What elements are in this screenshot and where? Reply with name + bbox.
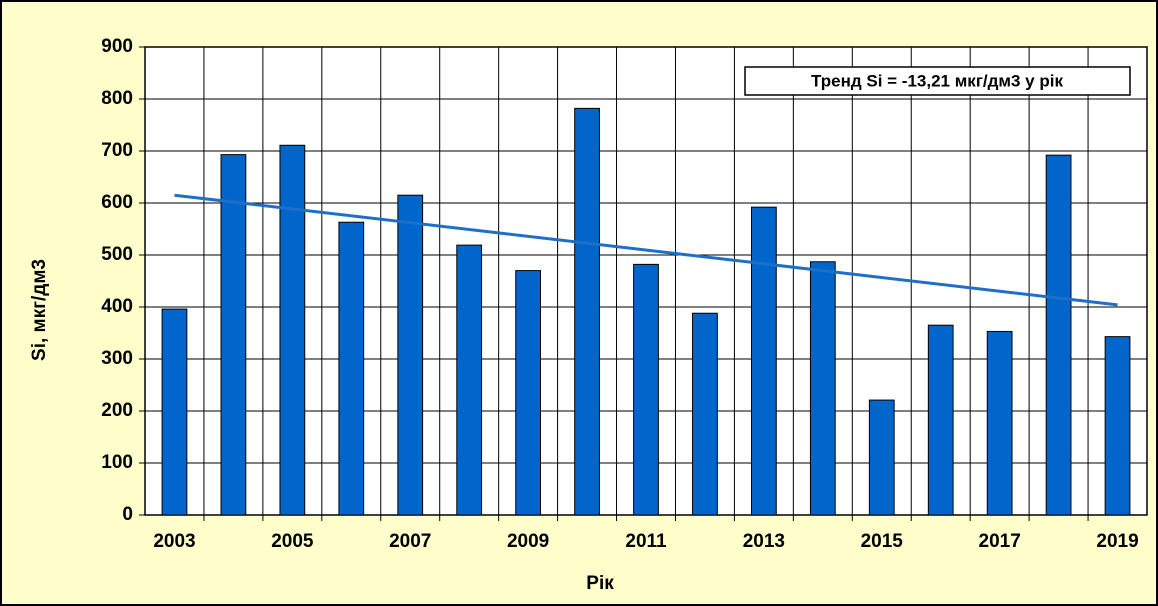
bar	[456, 244, 483, 516]
annotation-box	[744, 66, 1131, 96]
bar	[279, 144, 306, 516]
x-tick-label: 2013	[743, 531, 785, 552]
bar	[515, 270, 541, 516]
bar	[397, 194, 424, 516]
bar	[868, 399, 895, 516]
y-tick-label: 300	[101, 348, 133, 369]
x-tick-label: 2019	[1096, 531, 1138, 552]
y-tick-label: 400	[101, 296, 133, 317]
bar	[751, 206, 777, 516]
bar	[809, 261, 836, 516]
x-tick-label: 2017	[979, 531, 1021, 552]
bar	[1104, 336, 1131, 516]
y-tick-label: 700	[101, 140, 133, 161]
bar	[927, 324, 954, 516]
y-tick-label: 0	[122, 504, 133, 525]
x-tick-label: 2003	[153, 531, 195, 552]
y-tick-label: 600	[101, 192, 133, 213]
x-tick-label: 2007	[389, 531, 431, 552]
bar	[220, 154, 247, 516]
bar	[574, 107, 600, 516]
x-axis-label: Рік	[586, 573, 614, 594]
x-tick-label: 2009	[507, 531, 549, 552]
x-tick-label: 2005	[271, 531, 314, 552]
bar	[1045, 154, 1072, 516]
y-tick-label: 200	[101, 400, 133, 421]
y-axis-label: Si, мкг/дм3	[29, 259, 50, 361]
bar	[633, 263, 659, 516]
bar	[986, 330, 1013, 516]
y-tick-label: 900	[101, 36, 133, 57]
annotation: Тренд Si = -13,21 мкг/дм3 у рік	[811, 71, 1063, 90]
y-tick-label: 100	[101, 452, 133, 473]
bar	[692, 312, 718, 516]
y-tick-label: 800	[101, 88, 133, 109]
trend-line	[174, 193, 1118, 307]
y-tick-label: 500	[101, 244, 133, 265]
bar	[161, 308, 188, 516]
x-tick-label: 2011	[625, 531, 667, 552]
x-tick-label: 2015	[861, 531, 904, 552]
bar	[338, 221, 365, 516]
